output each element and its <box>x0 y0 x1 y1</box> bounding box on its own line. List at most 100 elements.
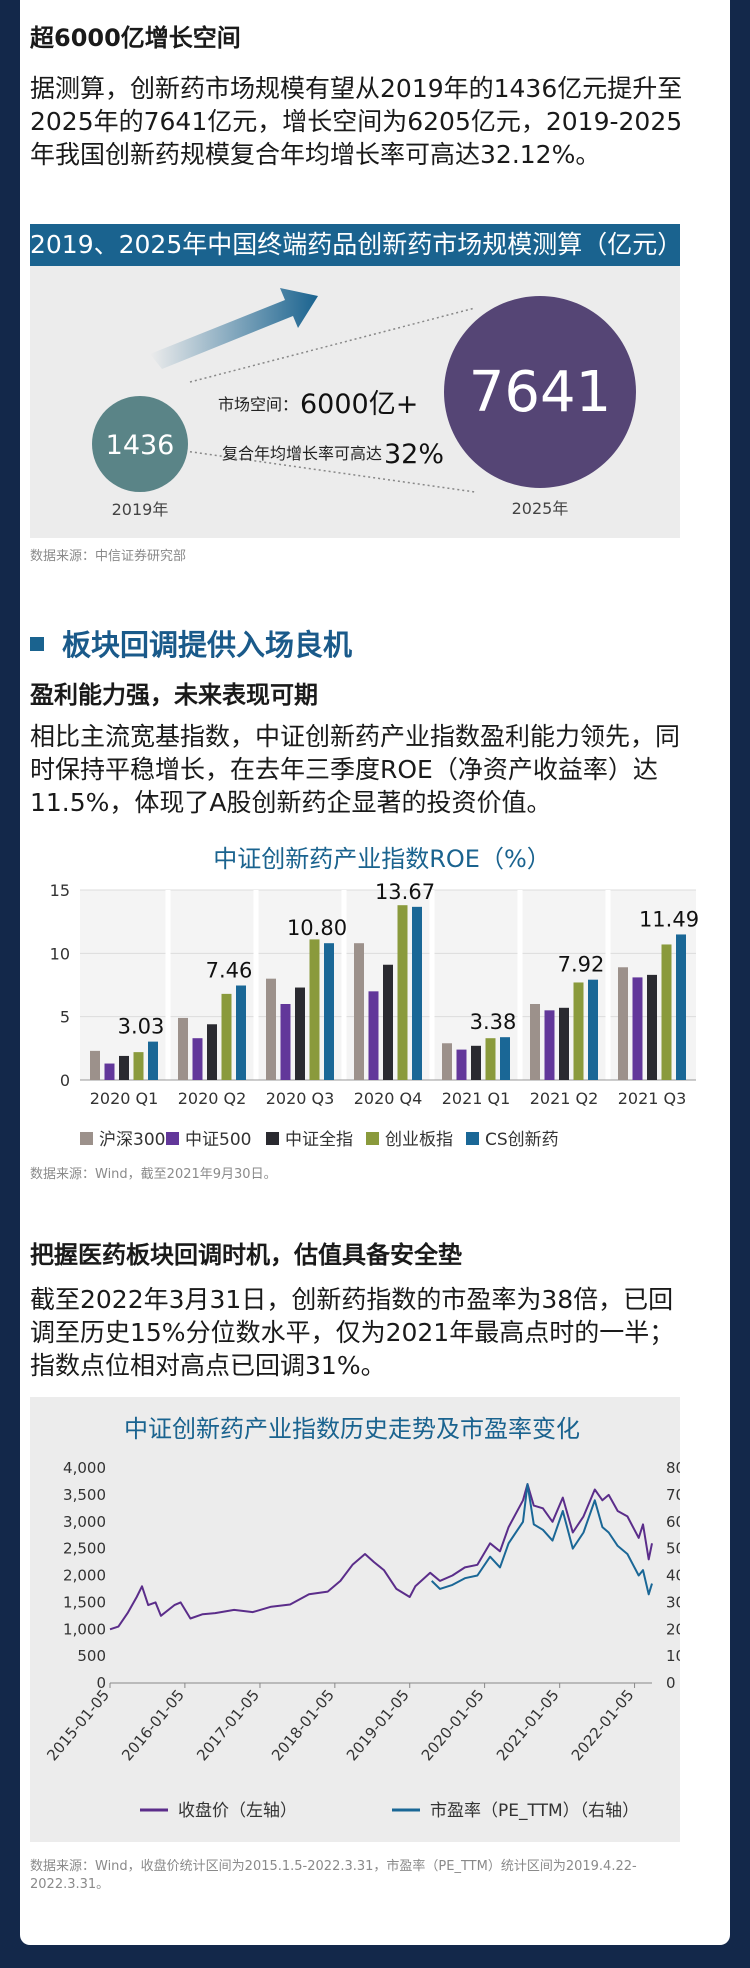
roe-bar <box>280 1004 291 1080</box>
roe-data-label: 3.38 <box>470 1010 517 1034</box>
roe-bar <box>442 1043 452 1080</box>
roe-category-label: 2020 Q2 <box>178 1089 247 1108</box>
roe-legend-swatch <box>266 1132 279 1145</box>
circle-2025 <box>444 296 636 488</box>
roe-bar <box>119 1055 129 1080</box>
value-2019: 1436 <box>106 430 175 461</box>
index-chart-source: 数据来源：Wind，收盘价统计区间为2015.1.5-2022.3.31，市盈率… <box>30 1859 637 1892</box>
market-chart: 1436 7641 2019年 2025年 市场空间： 6000亿+ 复合年均增… <box>92 288 636 519</box>
idx-left-tick-label: 500 <box>77 1647 106 1665</box>
roe-ytick-label: 10 <box>50 944 70 963</box>
roe-bar <box>148 1041 158 1080</box>
idx-left-tick-label: 3,500 <box>63 1486 106 1504</box>
market-chart-title: 2019、2025年中国终端药品创新药市场规模测算（亿元） <box>30 224 682 266</box>
roe-bar <box>383 964 393 1080</box>
idx-x-tick-label: 2018-01-05 <box>268 1686 338 1764</box>
roe-bar <box>632 977 643 1080</box>
roe-bar <box>90 1050 100 1080</box>
roe-bar <box>530 1004 540 1080</box>
section1-paragraph: 据测算，创新药市场规模有望从2019年的1436亿元提升至2025年的7641亿… <box>30 74 683 169</box>
roe-category-label: 2021 Q2 <box>530 1089 599 1108</box>
roe-bar <box>236 985 246 1080</box>
roe-bar <box>178 1017 188 1080</box>
idx-right-tick-label: 50 <box>666 1540 680 1558</box>
roe-legend-swatch <box>80 1132 93 1145</box>
value-2025: 7641 <box>469 360 612 425</box>
roe-bar <box>221 993 232 1080</box>
roe-legend-label: CS创新药 <box>485 1130 559 1150</box>
idx-left-tick-label: 4,000 <box>63 1459 106 1477</box>
dotted-guide-top <box>189 307 476 383</box>
growth-arrow <box>150 288 318 369</box>
index-chart: 中证创新药产业指数历史走势及市盈率变化 05001,0001,5002,0002… <box>43 1415 680 1821</box>
idx-right-tick-label: 40 <box>666 1567 680 1585</box>
roe-bar <box>192 1038 203 1080</box>
section2-subheading: 盈利能力强，未来表现可期 <box>30 681 318 709</box>
dotted-guide-bottom <box>184 450 476 493</box>
roe-chart-source: 数据来源：Wind，截至2021年9月30日。 <box>30 1167 277 1182</box>
roe-category-label: 2020 Q3 <box>266 1089 335 1108</box>
roe-legend-label: 沪深300 <box>99 1130 165 1150</box>
circle-2019 <box>92 396 188 492</box>
section2-title: 板块回调提供入场良机 <box>30 622 352 664</box>
idx-right-tick-label: 10 <box>666 1647 680 1665</box>
roe-bar <box>573 982 584 1080</box>
roe-bar <box>485 1038 496 1080</box>
roe-data-label: 13.67 <box>375 880 435 904</box>
roe-bar <box>676 934 686 1080</box>
idx-x-tick-label: 2015-01-05 <box>43 1686 113 1764</box>
roe-bar <box>456 1049 467 1080</box>
roe-legend-label: 中证500 <box>185 1130 251 1150</box>
roe-data-label: 11.49 <box>639 907 699 931</box>
roe-bar <box>266 978 276 1080</box>
idx-x-tick-label: 2022-01-05 <box>568 1686 638 1764</box>
idx-left-tick-label: 1,500 <box>63 1593 106 1611</box>
roe-legend-label: 中证全指 <box>285 1130 353 1150</box>
roe-data-label: 7.46 <box>206 959 253 983</box>
roe-bar <box>618 967 628 1080</box>
roe-category-label: 2020 Q1 <box>90 1089 159 1108</box>
idx-x-tick-label: 2019-01-05 <box>343 1686 413 1764</box>
idx-left-tick-label: 3,000 <box>63 1513 106 1531</box>
idx-right-tick-label: 30 <box>666 1593 680 1611</box>
idx-right-tick-label: 20 <box>666 1620 680 1638</box>
roe-legend-swatch <box>166 1132 179 1145</box>
idx-pe-line <box>431 1483 653 1596</box>
roe-bar <box>544 1010 555 1080</box>
roe-bar <box>104 1063 115 1080</box>
idx-close-price-line <box>109 1483 653 1631</box>
label-2025: 2025年 <box>512 499 569 518</box>
idx-x-tick-label: 2020-01-05 <box>418 1686 488 1764</box>
roe-category-label: 2021 Q3 <box>618 1089 687 1108</box>
roe-bar <box>471 1045 481 1080</box>
section3-paragraph: 截至2022年3月31日，创新药指数的市盈率为38倍，已回调至历史15%分位数水… <box>30 1285 675 1380</box>
roe-legend-swatch <box>466 1132 479 1145</box>
idx-right-tick-label: 60 <box>666 1513 680 1531</box>
idx-x-tick-label: 2016-01-05 <box>118 1686 188 1764</box>
idx-x-tick-label: 2017-01-05 <box>193 1686 263 1764</box>
market-space-value: 6000亿+ <box>300 389 418 420</box>
idx-left-tick-label: 2,500 <box>63 1540 106 1558</box>
roe-bar <box>397 905 408 1080</box>
roe-bar <box>647 974 657 1080</box>
roe-legend-swatch <box>366 1132 379 1145</box>
idx-x-tick-label: 2021-01-05 <box>493 1686 563 1764</box>
section2-title-text: 板块回调提供入场良机 <box>62 628 353 662</box>
label-2019: 2019年 <box>112 500 169 519</box>
roe-ytick-label: 0 <box>60 1071 70 1090</box>
section2-paragraph: 相比主流宽基指数，中证创新药产业指数盈利能力领先，同时保持平稳增长，在去年三季度… <box>30 722 681 817</box>
idx-right-tick-label: 0 <box>666 1674 676 1692</box>
roe-bar <box>207 1024 217 1080</box>
roe-category-label: 2020 Q4 <box>354 1089 423 1108</box>
roe-bar <box>133 1052 144 1080</box>
roe-bar <box>354 943 364 1080</box>
section1-heading: 超6000亿增长空间 <box>30 24 241 52</box>
roe-data-label: 7.92 <box>558 953 605 977</box>
section3-heading: 把握医药板块回调时机，估值具备安全垫 <box>30 1241 462 1269</box>
cagr-label: 复合年均增长率可高达 <box>222 444 382 463</box>
roe-bar <box>559 1007 569 1080</box>
roe-chart-title: 中证创新药产业指数ROE（%） <box>213 845 551 873</box>
roe-ytick-label: 5 <box>60 1008 70 1027</box>
market-chart-source: 数据来源：中信证券研究部 <box>30 549 187 564</box>
roe-legend-label: 创业板指 <box>385 1130 453 1150</box>
